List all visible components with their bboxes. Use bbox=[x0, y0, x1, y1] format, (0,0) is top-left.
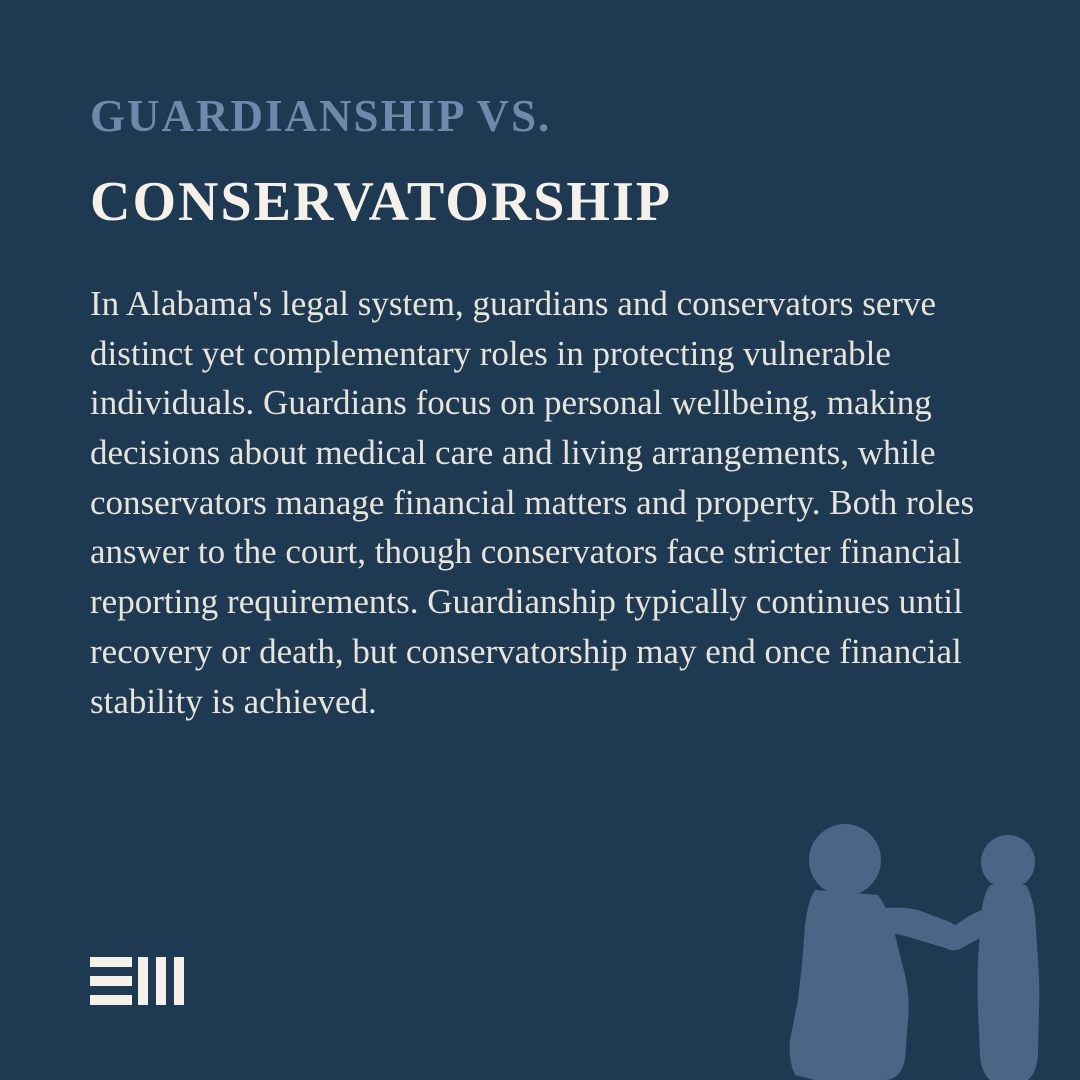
brand-logo bbox=[90, 957, 184, 1005]
body-paragraph: In Alabama's legal system, guardians and… bbox=[90, 279, 990, 726]
family-silhouette-icon bbox=[740, 800, 1080, 1080]
main-title: CONSERVATORSHIP bbox=[90, 170, 990, 234]
eyebrow-heading: GUARDIANSHIP VS. bbox=[90, 90, 990, 142]
content-container: GUARDIANSHIP VS. CONSERVATORSHIP In Alab… bbox=[0, 0, 1080, 726]
logo-vertical-bars bbox=[138, 957, 184, 1005]
logo-horizontal-bars bbox=[90, 957, 132, 1005]
